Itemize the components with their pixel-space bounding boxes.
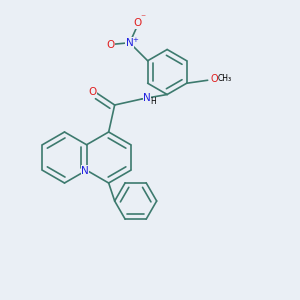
Text: ⁻: ⁻: [140, 13, 145, 23]
Text: O: O: [88, 86, 96, 97]
Text: N: N: [81, 166, 89, 176]
Text: CH₃: CH₃: [217, 74, 231, 83]
Text: N: N: [126, 38, 134, 48]
Text: O: O: [107, 40, 115, 50]
Text: H: H: [150, 97, 156, 106]
Text: +: +: [132, 37, 138, 43]
Text: O: O: [210, 74, 218, 84]
Text: O: O: [133, 18, 141, 28]
Text: N: N: [143, 93, 151, 103]
